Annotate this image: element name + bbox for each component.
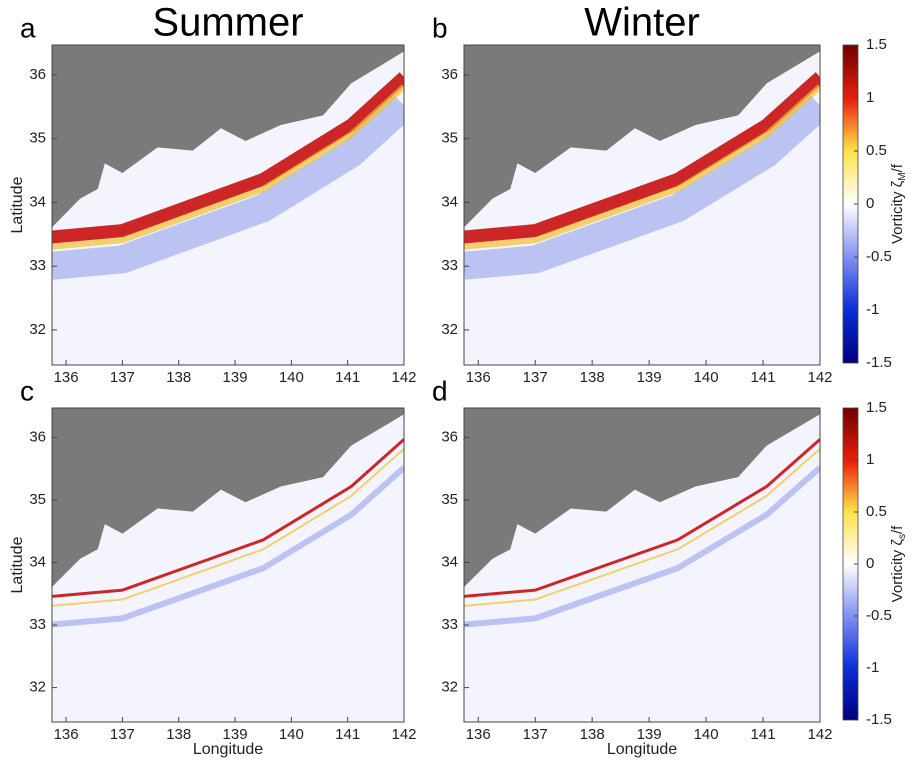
x-tick-label: 140 <box>279 369 304 386</box>
y-tick-label: 35 <box>29 491 46 508</box>
colorbar-tick-label: -1 <box>866 301 879 318</box>
colorbar-tick-label: 0 <box>866 195 874 212</box>
y-tick-label: 32 <box>441 321 458 338</box>
x-tick-label: 140 <box>279 726 304 743</box>
y-tick-label: 34 <box>441 553 458 570</box>
x-tick-label: 139 <box>223 369 248 386</box>
y-tick-label: 33 <box>441 257 458 274</box>
x-tick-label: 136 <box>466 726 491 743</box>
y-tick-label: 36 <box>441 66 458 83</box>
colorbar-tick-label: 1.5 <box>866 399 887 416</box>
colorbar-label: Vorticity ζM/f <box>889 163 908 244</box>
figure: 1361371381391401411423233343536aSummerLa… <box>0 0 914 761</box>
field <box>52 408 404 722</box>
x-tick-label: 138 <box>166 726 191 743</box>
colorbar-tick-label: 0.5 <box>866 142 887 159</box>
panel-letter: a <box>20 12 36 43</box>
y-tick-label: 34 <box>441 193 458 210</box>
colorbar-label: Vorticity ζs/f <box>889 525 908 602</box>
x-axis-label: Longitude <box>607 741 677 758</box>
colorbar-label-text: Vorticity ζ <box>889 539 906 603</box>
y-axis-label: Latitude <box>9 176 26 233</box>
x-tick-label: 142 <box>807 726 832 743</box>
x-tick-label: 138 <box>166 369 191 386</box>
colorbar-tick-label: 0.5 <box>866 503 887 520</box>
field <box>464 408 820 722</box>
colorbar-tick-label: 0 <box>866 555 874 572</box>
y-tick-label: 32 <box>29 679 46 696</box>
y-tick-label: 32 <box>29 321 46 338</box>
y-tick-label: 36 <box>29 66 46 83</box>
panel-title: Summer <box>152 1 303 45</box>
colorbar-tick-label: -1.5 <box>866 354 892 371</box>
field <box>52 45 404 365</box>
y-tick-label: 33 <box>29 616 46 633</box>
colorbar-tick-label: 1 <box>866 89 874 106</box>
x-tick-label: 142 <box>391 726 416 743</box>
x-tick-label: 142 <box>807 369 832 386</box>
x-tick-label: 139 <box>637 369 662 386</box>
y-tick-label: 33 <box>441 616 458 633</box>
x-tick-label: 138 <box>580 726 605 743</box>
panel-letter: d <box>432 375 448 406</box>
x-tick-label: 141 <box>335 369 360 386</box>
colorbar-tick-label: -1.5 <box>866 711 892 728</box>
colorbar-label-suffix: /f <box>889 163 906 172</box>
x-tick-label: 141 <box>751 726 776 743</box>
x-tick-label: 137 <box>110 369 135 386</box>
x-tick-label: 141 <box>335 726 360 743</box>
y-tick-label: 35 <box>29 130 46 147</box>
y-tick-label: 35 <box>441 491 458 508</box>
colorbar-tick-label: 1.5 <box>866 36 887 53</box>
x-tick-label: 136 <box>466 369 491 386</box>
y-tick-label: 33 <box>29 257 46 274</box>
y-tick-label: 36 <box>441 428 458 445</box>
x-tick-label: 137 <box>110 726 135 743</box>
x-tick-label: 136 <box>54 726 79 743</box>
y-tick-label: 34 <box>29 193 46 210</box>
y-tick-label: 34 <box>29 553 46 570</box>
x-tick-label: 141 <box>751 369 776 386</box>
panel-letter: c <box>20 375 34 406</box>
panel-letter: b <box>432 12 448 43</box>
field <box>464 45 820 365</box>
colorbar-label-text: Vorticity ζ <box>889 180 906 244</box>
x-axis-label: Longitude <box>193 741 263 758</box>
y-tick-label: 32 <box>441 679 458 696</box>
x-tick-label: 138 <box>580 369 605 386</box>
y-tick-label: 35 <box>441 130 458 147</box>
colorbar-label-suffix: /f <box>889 525 906 534</box>
x-tick-label: 142 <box>391 369 416 386</box>
colorbar-tick-label: 1 <box>866 451 874 468</box>
x-tick-label: 137 <box>523 369 548 386</box>
colorbar-tick-label: -0.5 <box>866 248 892 265</box>
panel-title: Winter <box>584 1 700 45</box>
colorbar-tick-label: -0.5 <box>866 607 892 624</box>
colorbar-label-subscript: M <box>897 172 908 180</box>
x-tick-label: 140 <box>694 726 719 743</box>
x-tick-label: 136 <box>54 369 79 386</box>
y-axis-label: Latitude <box>9 536 26 593</box>
y-tick-label: 36 <box>29 428 46 445</box>
x-tick-label: 137 <box>523 726 548 743</box>
colorbar-tick-label: -1 <box>866 659 879 676</box>
x-tick-label: 140 <box>694 369 719 386</box>
